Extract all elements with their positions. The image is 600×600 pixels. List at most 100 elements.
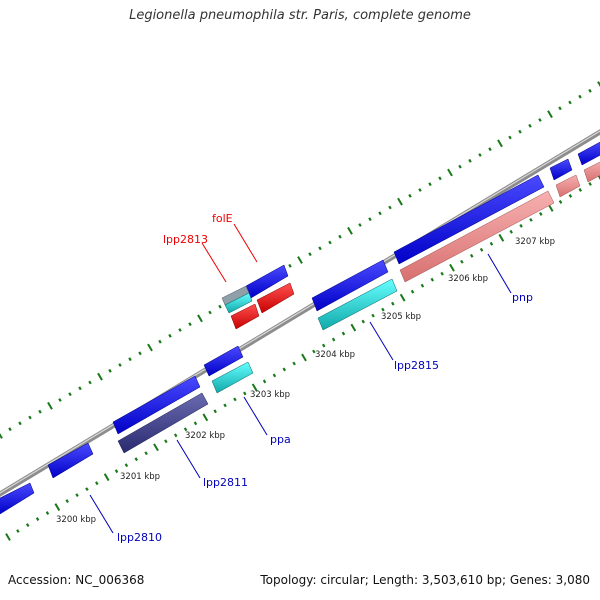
tick-mark [578, 94, 582, 99]
tick-mark [292, 361, 296, 366]
tick-mark [338, 234, 342, 239]
tick-mark [331, 337, 336, 342]
tick-mark [558, 200, 563, 204]
tick-mark [479, 247, 484, 252]
gene-arrow-ppa-fwd[interactable] [203, 345, 244, 377]
leader-lpp2811 [176, 439, 201, 479]
rna-red-b[interactable] [256, 282, 295, 314]
tick-mark [243, 391, 247, 396]
tick-label-3205: 3205 kbp [381, 312, 421, 322]
tick-mark [272, 373, 277, 378]
tick-mark [138, 351, 142, 356]
tick-mark [430, 277, 435, 282]
tick-mark [350, 323, 357, 332]
tick-mark [68, 392, 72, 397]
tick-mark [0, 433, 3, 439]
tick-mark [164, 439, 168, 444]
genome-backbone-highlight [0, 130, 600, 494]
tick-mark [108, 368, 112, 373]
tick-mark [75, 493, 79, 498]
tick-mark [468, 158, 472, 163]
inner-tick-row [5, 174, 600, 541]
tick-mark [568, 194, 573, 198]
tick-mark [183, 427, 188, 432]
gene-arrow-pnp[interactable] [399, 190, 555, 283]
gene-arrow-fwd-c[interactable] [577, 141, 600, 166]
tick-mark [518, 129, 522, 134]
genome-summary-text: Topology: circular; Length: 3,503,610 bp… [260, 573, 590, 587]
tick-mark [458, 164, 462, 169]
tick-mark [134, 457, 139, 462]
tick-mark [498, 233, 505, 242]
tick-label-3206: 3206 kbp [448, 274, 488, 284]
gene-arrow-lpp2811[interactable] [112, 375, 201, 435]
tick-mark [558, 106, 562, 111]
tick-mark [8, 427, 12, 432]
tick-mark [341, 331, 346, 336]
tick-mark [460, 259, 464, 264]
label-pnp[interactable]: pnp [512, 291, 533, 304]
tick-mark [58, 398, 62, 402]
label-folE[interactable]: folE [212, 212, 233, 225]
tick-mark [223, 403, 227, 408]
label-ppa[interactable]: ppa [270, 433, 291, 446]
tick-mark [381, 307, 385, 312]
leader-folE [233, 223, 258, 263]
tick-label-3201: 3201 kbp [120, 472, 160, 482]
leader-pnp [487, 253, 512, 294]
leader-lpp2813 [201, 242, 227, 283]
leader-lpp2815 [369, 321, 394, 361]
gene-arrow-lpp2815[interactable] [317, 278, 398, 331]
label-lpp2813[interactable]: lpp2813 [163, 233, 208, 246]
tick-mark [88, 380, 92, 385]
tick-mark [202, 413, 209, 422]
tick-mark [508, 135, 512, 140]
tick-mark [318, 246, 322, 251]
tick-mark [288, 263, 292, 268]
tick-mark [95, 481, 99, 486]
tick-mark [308, 252, 312, 257]
tick-mark [420, 283, 425, 288]
tick-mark [78, 386, 82, 391]
gene-arrow-fwd-a[interactable] [47, 442, 94, 479]
label-lpp2811[interactable]: lpp2811 [203, 476, 248, 489]
rna-features [221, 282, 295, 330]
tick-label-3202: 3202 kbp [185, 431, 225, 441]
tick-mark [440, 271, 444, 276]
tick-mark [85, 487, 89, 492]
gene-arrow-lpp2815-fwd[interactable] [311, 259, 389, 312]
tick-mark [399, 293, 406, 302]
forward-strand-features [0, 141, 600, 515]
tick-mark [447, 168, 453, 177]
kbp-labels: 3200 kbp 3201 kbp 3202 kbp 3203 kbp 3204… [56, 237, 555, 525]
tick-mark [301, 353, 307, 362]
rna-red-a[interactable] [230, 303, 260, 330]
label-lpp2810[interactable]: lpp2810 [117, 531, 162, 544]
tick-mark [5, 533, 11, 541]
gene-arrow-rev-c[interactable] [583, 160, 600, 183]
gene-arrow-fwd-b[interactable] [549, 158, 573, 181]
tick-mark [588, 182, 592, 186]
label-lpp2815[interactable]: lpp2815 [394, 359, 439, 372]
tick-mark [418, 188, 422, 192]
tick-mark [568, 100, 572, 105]
tick-mark [144, 451, 148, 456]
tick-mark [218, 304, 222, 309]
tick-mark [538, 118, 542, 122]
tick-mark [233, 397, 237, 402]
reverse-strand-features [117, 160, 600, 454]
tick-mark [368, 217, 372, 222]
rna-lpp2813-cyan[interactable] [224, 292, 253, 314]
tick-mark [428, 182, 432, 187]
tick-mark [408, 193, 412, 198]
tick-mark [489, 241, 494, 246]
gene-arrow-lpp2811-rev[interactable] [117, 392, 209, 454]
gene-arrow-pnp-fwd[interactable] [393, 174, 545, 265]
gene-arrow-rev-b[interactable] [555, 174, 581, 198]
tick-mark [388, 205, 392, 210]
gene-arrow-ppa[interactable] [211, 361, 254, 394]
gene-arrow-lpp2810-fwd[interactable] [0, 482, 35, 515]
gene-labels: lpp2813 folE lpp2815 pnp ppa lpp2811 lpp… [117, 212, 533, 544]
outer-tick-row [0, 81, 600, 439]
